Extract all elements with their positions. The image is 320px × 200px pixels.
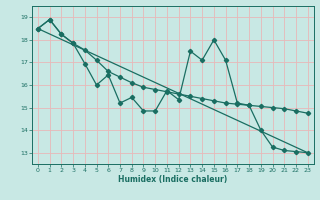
X-axis label: Humidex (Indice chaleur): Humidex (Indice chaleur): [118, 175, 228, 184]
